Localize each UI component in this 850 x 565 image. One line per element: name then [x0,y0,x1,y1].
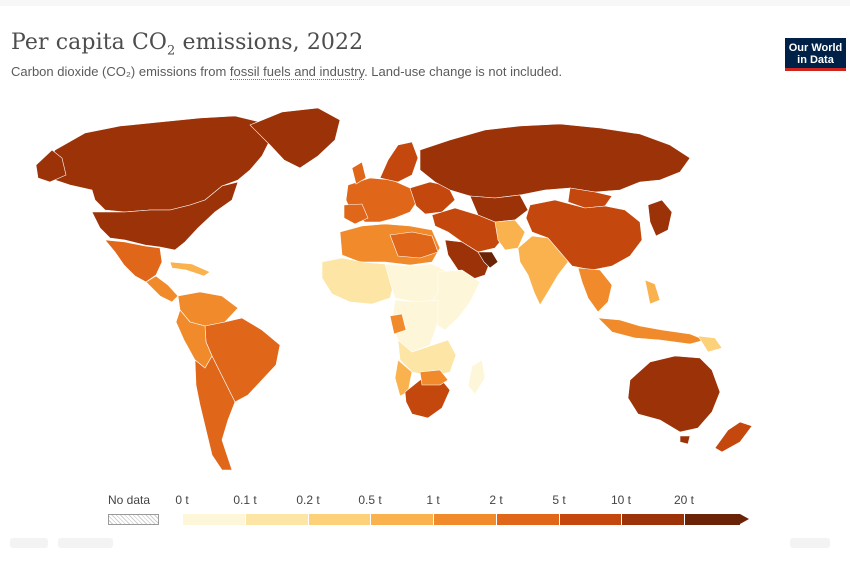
region-central-america[interactable] [145,275,179,303]
no-data-label: No data [108,493,151,507]
region-gulf-states[interactable] [477,251,499,269]
no-data-swatch[interactable] [108,514,159,525]
legend-bin-7[interactable] [621,514,684,525]
world-map [35,107,753,471]
chart-title: Per capita CO2 emissions, 2022 [11,30,364,59]
legend-bin-1[interactable] [245,514,308,525]
logo-line-2: in Data [797,54,834,66]
legend-bin-0[interactable] [182,514,245,525]
legend-bin-5[interactable] [496,514,559,525]
legend-tick-20: 20 t [673,493,695,507]
region-indonesia[interactable] [597,317,706,345]
legend-tick-5: 5 t [552,493,566,507]
region-madagascar[interactable] [467,359,486,395]
legend-tick-0-1: 0.1 t [233,493,257,507]
region-australia[interactable] [627,355,721,433]
legend-tick-1: 1 t [426,493,440,507]
region-mexico[interactable] [104,239,163,283]
region-greenland[interactable] [249,107,341,169]
region-uk[interactable] [351,161,367,185]
region-southern-africa-north[interactable] [397,339,457,377]
region-argentina-chile[interactable] [194,355,236,471]
region-russia[interactable] [419,123,691,199]
legend-bin-8[interactable] [684,514,740,525]
region-caribbean[interactable] [169,261,211,277]
bottom-control-tab[interactable] [58,538,113,548]
subtitle-text-end: . Land-use change is not included. [364,64,563,79]
region-png[interactable] [697,335,723,353]
region-china[interactable] [525,199,643,271]
bottom-control-left[interactable] [10,538,48,548]
region-philippines[interactable] [644,279,661,305]
legend-bin-3[interactable] [370,514,433,525]
legend-tick-10: 10 t [610,493,632,507]
region-east-africa[interactable] [429,269,481,331]
legend-bin-6[interactable] [559,514,621,525]
legend-bin-4[interactable] [433,514,496,525]
region-eastern-europe[interactable] [409,181,456,215]
region-libya-egypt[interactable] [389,231,439,259]
region-new-zealand[interactable] [714,421,753,453]
region-iberia[interactable] [343,203,369,225]
top-frame-bar [0,0,850,6]
region-scandinavia[interactable] [379,141,419,183]
chart-subtitle: Carbon dioxide (CO₂) emissions from foss… [11,64,563,80]
legend-bin-2[interactable] [308,514,370,525]
logo-line-1: Our World [788,42,843,54]
legend-tick-2: 2 t [489,493,503,507]
legend-tick-0-5: 0.5 t [358,493,382,507]
subtitle-text: Carbon dioxide (CO₂) emissions from [11,64,230,79]
bottom-control-right[interactable] [790,538,830,548]
region-india[interactable] [517,235,569,306]
owid-logo[interactable]: Our World in Data [785,38,846,71]
fossil-fuels-link[interactable]: fossil fuels and industry [229,64,365,80]
region-canada[interactable] [39,115,271,213]
color-legend: No data 0 t 0.1 t 0.2 t 0.5 t 1 t 2 t 5 … [0,488,850,533]
legend-tick-0-2: 0.2 t [296,493,320,507]
region-gabon-congo[interactable] [389,313,407,335]
region-korea-japan[interactable] [647,199,673,237]
region-usa[interactable] [91,181,239,251]
region-angola-namibia[interactable] [394,359,413,397]
region-saudi-arabia[interactable] [444,239,491,281]
region-southeast-asia[interactable] [577,267,613,313]
region-alaska[interactable] [35,149,67,183]
region-turkey-iran[interactable] [431,207,506,253]
region-west-africa[interactable] [321,257,396,305]
region-tasmania[interactable] [679,435,691,445]
legend-arrow-icon [740,514,749,524]
region-botswana-zimbabwe[interactable] [419,369,449,386]
legend-tick-0: 0 t [175,493,189,507]
